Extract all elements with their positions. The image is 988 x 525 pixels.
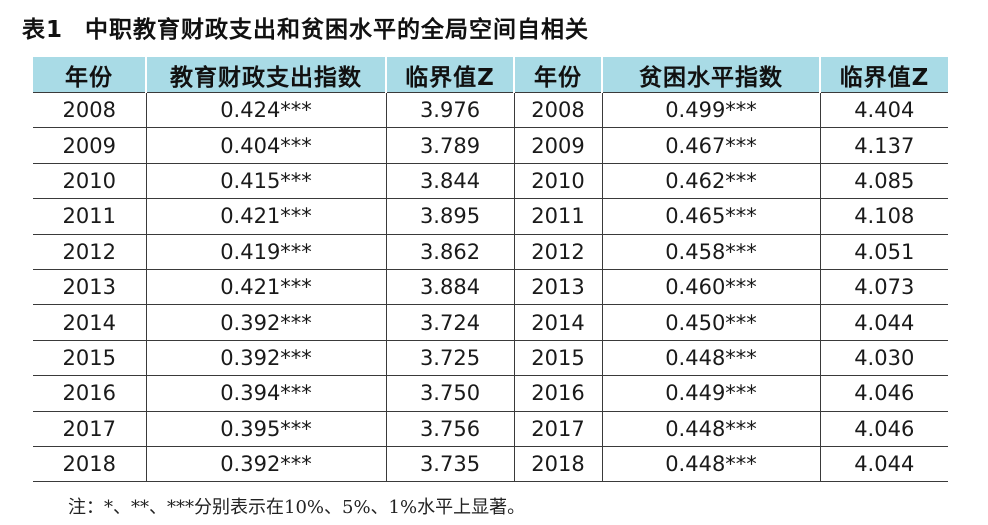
cell-year-2: 2009 xyxy=(513,127,602,164)
cell-year: 2016 xyxy=(33,375,146,412)
header-critical-z: 临界值Z xyxy=(385,57,515,93)
table-row: 2018 0.392*** 3.735 2018 0.448*** 4.044 xyxy=(33,446,948,483)
table-row: 2015 0.392*** 3.725 2015 0.448*** 4.030 xyxy=(33,340,948,377)
table-row: 2013 0.421*** 3.884 2013 0.460*** 4.073 xyxy=(33,269,948,306)
cell-education-index: 0.424*** xyxy=(145,91,386,129)
cell-education-index: 0.421*** xyxy=(145,269,386,306)
table-row: 2011 0.421*** 3.895 2011 0.465*** 4.108 xyxy=(33,198,948,235)
cell-year-2: 2018 xyxy=(513,446,602,483)
cell-poverty-index: 0.499*** xyxy=(601,91,820,129)
cell-education-index: 0.395*** xyxy=(145,411,386,447)
cell-year-2: 2014 xyxy=(513,304,602,341)
header-critical-z-2: 临界值Z xyxy=(819,57,948,93)
cell-critical-z: 3.756 xyxy=(385,411,514,447)
cell-year-2: 2010 xyxy=(513,163,602,200)
cell-year-2: 2008 xyxy=(513,91,602,129)
header-row: 年份 教育财政支出指数 临界值Z 年份 贫困水平指数 临界值Z xyxy=(33,57,948,93)
cell-education-index: 0.415*** xyxy=(145,163,386,200)
header-year: 年份 xyxy=(33,57,147,93)
cell-critical-z: 3.725 xyxy=(385,340,514,377)
cell-poverty-index: 0.449*** xyxy=(601,375,820,412)
data-table: 年份 教育财政支出指数 临界值Z 年份 贫困水平指数 临界值Z 2008 0.42… xyxy=(33,57,948,483)
cell-year: 2015 xyxy=(33,340,146,377)
cell-year: 2017 xyxy=(33,411,146,447)
cell-year: 2009 xyxy=(33,127,146,164)
cell-critical-z: 3.789 xyxy=(385,127,514,164)
cell-year-2: 2011 xyxy=(513,198,602,235)
table-row: 2016 0.394*** 3.750 2016 0.449*** 4.046 xyxy=(33,375,948,412)
table-row: 2012 0.419*** 3.862 2012 0.458*** 4.051 xyxy=(33,234,948,270)
cell-poverty-index: 0.448*** xyxy=(601,411,820,447)
cell-poverty-index: 0.448*** xyxy=(601,340,820,377)
table-row: 2008 0.424*** 3.976 2008 0.499*** 4.404 xyxy=(33,91,948,129)
cell-critical-z-2: 4.085 xyxy=(819,163,948,200)
cell-critical-z: 3.895 xyxy=(385,198,514,235)
header-education-expenditure-index: 教育财政支出指数 xyxy=(145,57,387,93)
cell-poverty-index: 0.465*** xyxy=(601,198,820,235)
cell-year: 2010 xyxy=(33,163,146,200)
cell-poverty-index: 0.458*** xyxy=(601,234,820,270)
table-row: 2009 0.404*** 3.789 2009 0.467*** 4.137 xyxy=(33,127,948,164)
cell-poverty-index: 0.467*** xyxy=(601,127,820,164)
cell-year-2: 2013 xyxy=(513,269,602,306)
cell-critical-z-2: 4.137 xyxy=(819,127,948,164)
cell-critical-z-2: 4.073 xyxy=(819,269,948,306)
cell-year: 2008 xyxy=(33,91,146,129)
table-title: 表1 中职教育财政支出和贫困水平的全局空间自相关 xyxy=(22,10,589,44)
cell-year-2: 2017 xyxy=(513,411,602,447)
cell-education-index: 0.392*** xyxy=(145,446,386,483)
cell-year: 2014 xyxy=(33,304,146,341)
cell-critical-z-2: 4.051 xyxy=(819,234,948,270)
cell-year-2: 2016 xyxy=(513,375,602,412)
cell-critical-z: 3.862 xyxy=(385,234,514,270)
cell-critical-z-2: 4.046 xyxy=(819,411,948,447)
cell-education-index: 0.392*** xyxy=(145,340,386,377)
cell-education-index: 0.392*** xyxy=(145,304,386,341)
cell-education-index: 0.421*** xyxy=(145,198,386,235)
cell-year: 2011 xyxy=(33,198,146,235)
cell-critical-z: 3.735 xyxy=(385,446,514,483)
cell-year: 2012 xyxy=(33,234,146,270)
cell-poverty-index: 0.462*** xyxy=(601,163,820,200)
cell-critical-z: 3.750 xyxy=(385,375,514,412)
table-row: 2017 0.395*** 3.756 2017 0.448*** 4.046 xyxy=(33,411,948,447)
cell-poverty-index: 0.450*** xyxy=(601,304,820,341)
table-number: 表1 xyxy=(22,17,64,43)
table-header: 年份 教育财政支出指数 临界值Z 年份 贫困水平指数 临界值Z xyxy=(33,57,948,93)
table-row: 2010 0.415*** 3.844 2010 0.462*** 4.085 xyxy=(33,163,948,200)
cell-education-index: 0.419*** xyxy=(145,234,386,270)
table-body: 2008 0.424*** 3.976 2008 0.499*** 4.404 2009 0.… xyxy=(33,91,948,483)
cell-critical-z: 3.884 xyxy=(385,269,514,306)
cell-year-2: 2012 xyxy=(513,234,602,270)
cell-education-index: 0.394*** xyxy=(145,375,386,412)
cell-critical-z-2: 4.404 xyxy=(819,91,948,129)
cell-critical-z-2: 4.030 xyxy=(819,340,948,377)
cell-critical-z: 3.976 xyxy=(385,91,514,129)
cell-critical-z: 3.724 xyxy=(385,304,514,341)
cell-education-index: 0.404*** xyxy=(145,127,386,164)
table-note: 注：*、**、***分别表示在10%、5%、1%水平上显著。 xyxy=(68,497,526,518)
cell-critical-z: 3.844 xyxy=(385,163,514,200)
cell-critical-z-2: 4.044 xyxy=(819,446,948,483)
cell-critical-z-2: 4.108 xyxy=(819,198,948,235)
table-caption: 中职教育财政支出和贫困水平的全局空间自相关 xyxy=(85,17,590,43)
cell-year-2: 2015 xyxy=(513,340,602,377)
cell-year: 2013 xyxy=(33,269,146,306)
cell-poverty-index: 0.448*** xyxy=(601,446,820,483)
cell-year: 2018 xyxy=(33,446,146,483)
header-poverty-index: 贫困水平指数 xyxy=(601,57,821,93)
table-row: 2014 0.392*** 3.724 2014 0.450*** 4.044 xyxy=(33,304,948,341)
cell-critical-z-2: 4.044 xyxy=(819,304,948,341)
cell-critical-z-2: 4.046 xyxy=(819,375,948,412)
cell-poverty-index: 0.460*** xyxy=(601,269,820,306)
header-year-2: 年份 xyxy=(513,57,603,93)
